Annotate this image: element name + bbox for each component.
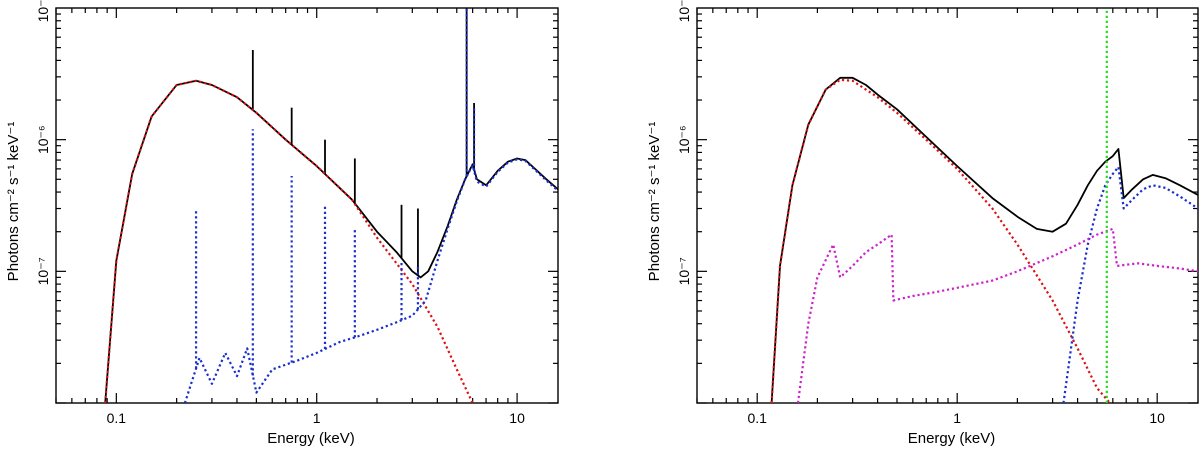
series-line bbox=[104, 79, 558, 403]
series-line bbox=[770, 78, 1111, 403]
x-tick-label: 10 bbox=[509, 410, 525, 426]
x-axis-label: Energy (keV) bbox=[267, 430, 355, 447]
x-tick-label: 1 bbox=[313, 410, 321, 426]
y-axis-label: Photons cm⁻² s⁻¹ keV⁻¹ bbox=[646, 122, 663, 282]
series-group bbox=[104, 8, 558, 403]
x-tick-label: 10 bbox=[1149, 410, 1165, 426]
x-tick-label: 0.1 bbox=[107, 410, 127, 426]
y-axis-label: Photons cm⁻² s⁻¹ keV⁻¹ bbox=[5, 122, 22, 282]
series-line bbox=[1062, 165, 1198, 403]
y-tick-label: 10⁻⁷ bbox=[35, 257, 51, 285]
y-tick-label: 10⁻⁶ bbox=[676, 125, 692, 154]
y-tick-label: 10⁻⁵ bbox=[676, 0, 692, 22]
y-tick-label: 10⁻⁶ bbox=[35, 125, 51, 154]
chart-1: 0.1 1 10 10⁻⁷ 10⁻⁶ 10⁻⁵ Energy (keV) Photons cm… bbox=[5, 0, 559, 447]
x-tick-label: 0.1 bbox=[747, 410, 767, 426]
y-tick-label: 10⁻⁷ bbox=[676, 257, 692, 285]
series-line bbox=[796, 227, 1198, 403]
x-axis-label: Energy (keV) bbox=[908, 430, 996, 447]
series-line bbox=[104, 79, 474, 403]
series-line bbox=[770, 76, 1198, 403]
series-line bbox=[183, 158, 558, 403]
series-group bbox=[770, 8, 1198, 403]
y-tick-label: 10⁻⁵ bbox=[35, 0, 51, 22]
chart-2: 0.1 1 10 10⁻⁷ 10⁻⁶ 10⁻⁵ Energy (keV) Photons cm… bbox=[646, 0, 1199, 447]
plot-frame bbox=[696, 7, 1199, 404]
plot-frame bbox=[55, 7, 559, 404]
x-tick-label: 1 bbox=[953, 410, 961, 426]
